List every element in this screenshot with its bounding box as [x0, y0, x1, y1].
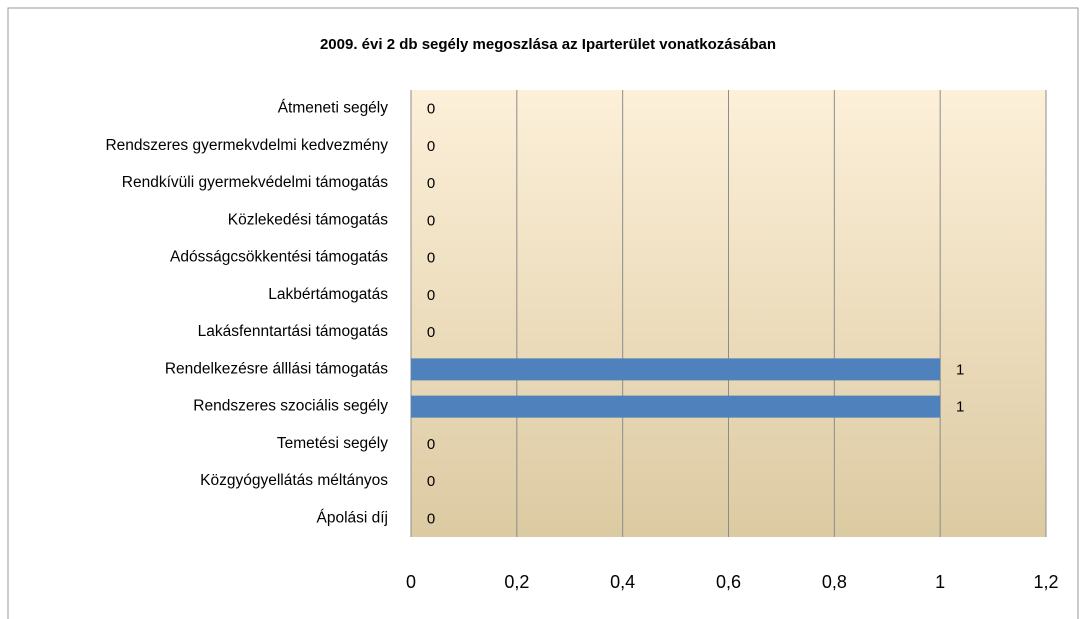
- y-tick-label: Adósságcsökkentési támogatás: [170, 249, 388, 266]
- data-label: 1: [956, 361, 964, 378]
- data-label: 0: [427, 473, 435, 490]
- y-tick-label: Közgyógyellátás méltányos: [200, 472, 388, 489]
- y-tick-label: Lakbértámogatás: [268, 286, 388, 303]
- x-tick-label: 0,2: [504, 572, 529, 592]
- x-tick-label: 1,2: [1033, 572, 1058, 592]
- x-tick-label: 0: [406, 572, 416, 592]
- bar: [411, 395, 941, 418]
- data-label: 1: [956, 399, 964, 416]
- bar: [411, 358, 941, 381]
- data-label: 0: [427, 324, 435, 341]
- chart-title: 2009. évi 2 db segély megoszlása az Ipar…: [320, 36, 776, 53]
- y-tick-label: Közlekedési támogatás: [228, 211, 389, 228]
- y-tick-label: Ápolási díj: [316, 509, 388, 526]
- data-label: 0: [427, 101, 435, 118]
- y-tick-label: Rendszeres gyermekvdelmi kedvezmény: [105, 137, 388, 154]
- y-tick-label: Rendkívüli gyermekvédelmi támogatás: [122, 174, 388, 191]
- y-tick-label: Lakásfenntartási támogatás: [198, 323, 389, 340]
- data-label: 0: [427, 250, 435, 267]
- y-tick-label: Temetési segély: [277, 435, 388, 452]
- data-label: 0: [427, 510, 435, 527]
- y-tick-label: Átmeneti segély: [278, 100, 389, 117]
- x-tick-label: 1: [935, 572, 945, 592]
- data-label: 0: [427, 287, 435, 304]
- x-tick-label: 0,4: [610, 572, 635, 592]
- y-tick-label: Rendelkezésre álllási támogatás: [165, 360, 388, 377]
- y-tick-label: Rendszeres szociális segély: [193, 398, 388, 415]
- data-label: 0: [427, 138, 435, 155]
- data-label: 0: [427, 175, 435, 192]
- data-label: 0: [427, 212, 435, 229]
- x-tick-label: 0,6: [716, 572, 741, 592]
- data-label: 0: [427, 436, 435, 453]
- x-tick-label: 0,8: [822, 572, 847, 592]
